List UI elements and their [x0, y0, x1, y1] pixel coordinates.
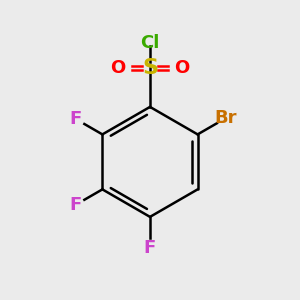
- Text: S: S: [142, 58, 158, 78]
- Text: F: F: [69, 110, 82, 128]
- Text: O: O: [174, 59, 189, 77]
- Text: Br: Br: [215, 109, 237, 127]
- Text: Cl: Cl: [140, 34, 160, 52]
- Text: F: F: [144, 239, 156, 257]
- Text: O: O: [111, 59, 126, 77]
- Text: F: F: [69, 196, 82, 214]
